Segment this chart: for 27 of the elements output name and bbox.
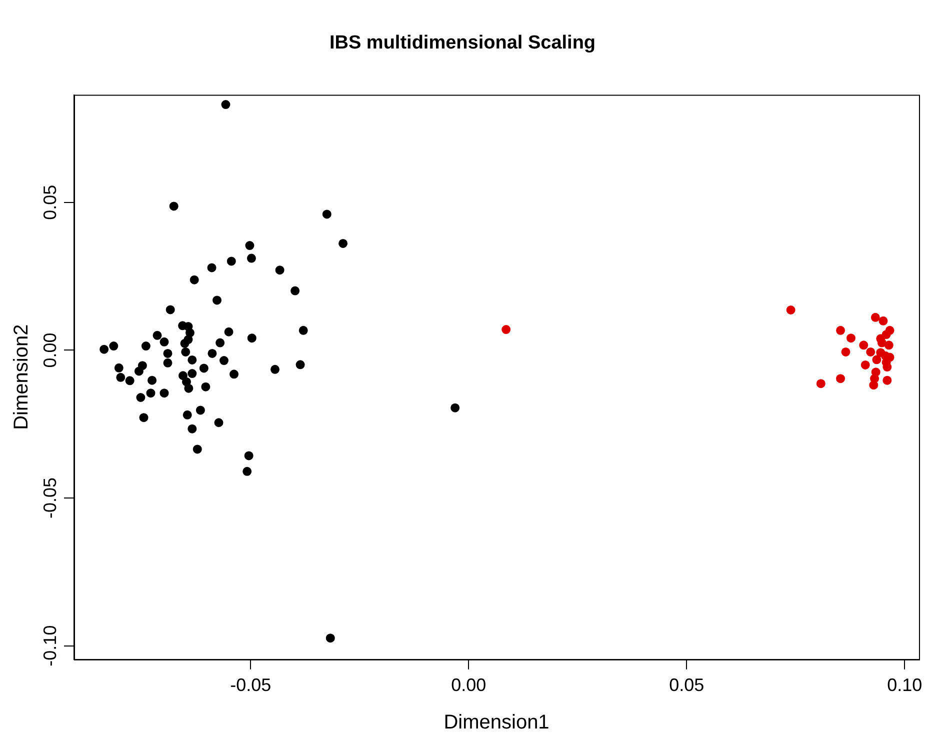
point [859, 340, 868, 350]
y-tick-label: 0.05 [40, 184, 60, 220]
y-tick-label: -0.05 [40, 477, 60, 519]
x-tick-label: 0.00 [451, 675, 486, 696]
point [786, 306, 796, 314]
point [836, 374, 846, 384]
point [872, 355, 882, 364]
point [869, 380, 878, 390]
point [870, 312, 880, 322]
y-tick-label: 0.00 [40, 332, 60, 368]
x-tick-label: 0.05 [669, 675, 704, 696]
point [502, 325, 511, 334]
point [846, 334, 856, 343]
point [878, 316, 888, 326]
point [882, 376, 892, 385]
x-axis-title: Dimension1 [444, 712, 550, 734]
x-tick-label: 0.10 [887, 675, 922, 696]
point [860, 360, 870, 370]
chart-title: IBS multidimensional Scaling [329, 32, 596, 54]
y-axis-title: Dimension2 [10, 324, 33, 430]
point [836, 326, 846, 335]
point [884, 340, 894, 350]
y-tick-label: -0.10 [40, 625, 60, 666]
point [841, 347, 850, 356]
point [866, 347, 876, 356]
point [816, 379, 826, 388]
x-tick-label: -0.05 [230, 675, 272, 696]
